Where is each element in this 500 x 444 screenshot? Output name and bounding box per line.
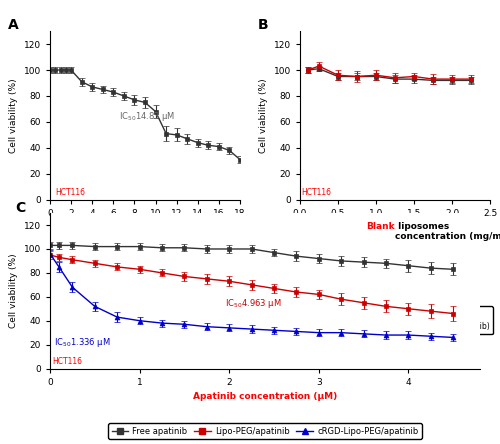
Text: HCT116: HCT116	[302, 188, 332, 197]
Text: liposomes
concentration (mg/mL): liposomes concentration (mg/mL)	[395, 222, 500, 242]
Text: B: B	[258, 18, 269, 32]
Text: C: C	[16, 201, 26, 215]
Legend: Free apatinib: Free apatinib	[98, 284, 192, 300]
Y-axis label: Cell viability (%): Cell viability (%)	[9, 78, 18, 153]
Text: IC$_{50}$1.336 μM: IC$_{50}$1.336 μM	[54, 336, 111, 349]
X-axis label: Apatinib concentration (μM): Apatinib concentration (μM)	[73, 223, 217, 232]
Text: IC$_{50}$4.963 μM: IC$_{50}$4.963 μM	[224, 297, 281, 310]
X-axis label: Apatinib concentration (μM): Apatinib concentration (μM)	[193, 392, 337, 401]
Text: HCT116: HCT116	[56, 188, 86, 197]
Text: Blank: Blank	[366, 222, 395, 231]
Legend: Free apatinib, Lipo-PEG/apatinib, cRGD-Lipo-PEG/apatinib: Free apatinib, Lipo-PEG/apatinib, cRGD-L…	[108, 423, 422, 439]
Y-axis label: Cell viability (%): Cell viability (%)	[259, 78, 268, 153]
Y-axis label: Cell viability (%): Cell viability (%)	[9, 254, 18, 328]
Legend: Lipo-PEG liposomes (without apatinib), cRGD-Lipo-PEG liposomes (without apatinib: Lipo-PEG liposomes (without apatinib), c…	[298, 306, 492, 334]
Text: A: A	[8, 18, 19, 32]
Text: IC$_{50}$14.83 μM: IC$_{50}$14.83 μM	[118, 110, 175, 123]
Text: HCT116: HCT116	[52, 357, 82, 366]
